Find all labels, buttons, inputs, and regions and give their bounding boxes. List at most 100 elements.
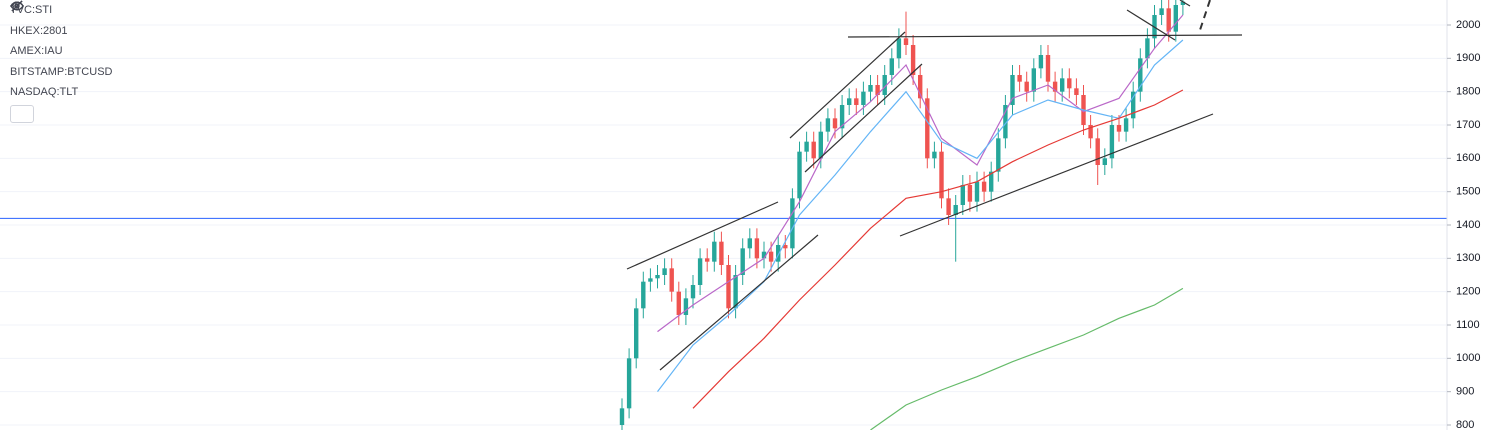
candle-body	[1123, 118, 1129, 132]
symbol-row[interactable]: TVC:STI	[10, 0, 112, 21]
candle-body	[1010, 75, 1015, 105]
symbol-name: HKEX:2801	[10, 24, 68, 37]
candle-body	[1060, 78, 1065, 92]
candle-body	[875, 85, 880, 95]
candle-body	[903, 38, 909, 45]
candle-body	[683, 298, 689, 315]
candle-body	[726, 265, 731, 309]
candle-body	[669, 268, 674, 292]
candle-body	[818, 131, 823, 159]
y-tick-label: 1800	[1456, 86, 1480, 98]
candle-body	[1017, 75, 1022, 82]
candle-body	[761, 251, 767, 259]
caret-icon	[11, 1, 19, 7]
trend-line	[659, 234, 819, 371]
candle-body	[953, 205, 958, 215]
candle-body	[1045, 55, 1051, 82]
candle-body	[662, 268, 667, 275]
candle-body	[811, 141, 816, 159]
candle-body	[960, 185, 965, 205]
candle-body	[1052, 81, 1058, 92]
candle-body	[1180, 1, 1186, 6]
candle-body	[1095, 138, 1100, 165]
candle-body	[882, 75, 887, 95]
y-tick-label: 1700	[1456, 119, 1480, 131]
symbol-row[interactable]: BITSTAMP:BTCUSD	[10, 0, 113, 83]
candle-body	[996, 138, 1001, 172]
symbol-name: NASDAQ:TLT	[10, 86, 79, 99]
candle-body	[1024, 81, 1029, 92]
candle-body	[932, 151, 937, 159]
grid	[0, 24, 1447, 426]
y-tick-label: 1000	[1456, 352, 1480, 364]
collapse-button[interactable]	[10, 1, 34, 123]
candle-body	[648, 278, 653, 282]
candle-body	[705, 258, 710, 262]
trend-line	[1179, 0, 1191, 7]
candle-body	[783, 245, 788, 249]
candle-body	[889, 58, 894, 75]
candle-body	[1159, 8, 1164, 15]
symbol-row[interactable]: HKEX:2801	[10, 0, 112, 42]
plot-area	[0, 0, 1447, 430]
candle-body	[719, 241, 724, 265]
trend-line	[804, 63, 923, 173]
candle-body	[754, 238, 760, 259]
candle-body	[832, 118, 838, 129]
candle-body	[641, 281, 646, 309]
candle-body	[910, 45, 916, 75]
symbol-name: AMEX:IAU	[10, 45, 63, 58]
indicator-line	[657, 14, 1184, 333]
candle-body	[946, 198, 951, 215]
y-tick-label: 800	[1456, 419, 1474, 430]
candle-body	[768, 251, 774, 262]
candle-body	[939, 151, 944, 199]
candle-body	[655, 275, 660, 279]
candle-body	[733, 275, 738, 309]
candle-body	[896, 38, 902, 59]
candle-body	[925, 98, 930, 159]
candle-body	[861, 91, 866, 105]
candle-body	[825, 118, 831, 132]
y-tick-label: 1400	[1456, 219, 1480, 231]
candle-body	[1173, 5, 1178, 32]
candle-body	[776, 245, 781, 262]
y-tick-label: 900	[1456, 386, 1474, 398]
symbol-name: BITSTAMP:BTCUSD	[10, 65, 113, 78]
trend-line	[899, 113, 1214, 237]
candle-body	[712, 241, 717, 262]
trend-line	[626, 201, 779, 270]
candle-body	[697, 258, 703, 285]
candle-body	[634, 308, 639, 359]
projection-line	[1199, 0, 1211, 31]
symbol-row[interactable]: NASDAQ:TLT	[10, 0, 112, 103]
candle-body	[1116, 125, 1122, 132]
symbol-legend: TVC:STI HKEX:2801 AMEX:IAU BITSTAMP:BTCUSD N…	[10, 0, 112, 123]
indicator-line	[657, 39, 1184, 393]
candle-body	[740, 248, 745, 275]
candle-body	[804, 141, 809, 152]
candle-body	[1145, 38, 1150, 59]
candle-body	[747, 238, 752, 249]
trend-line	[789, 31, 906, 139]
candle-body	[626, 358, 632, 409]
y-tick-label: 1200	[1456, 286, 1480, 298]
candle-body	[839, 105, 845, 129]
candle-body	[676, 291, 681, 315]
trend-lines	[626, 0, 1243, 371]
symbol-row[interactable]: AMEX:IAU	[10, 0, 112, 62]
candle-body	[981, 181, 987, 192]
candle-body	[1131, 91, 1136, 119]
candle-body	[967, 185, 973, 202]
indicator-line	[692, 89, 1184, 409]
trend-line	[847, 34, 1243, 38]
symbol-name: TVC:STI	[10, 4, 53, 17]
candle-body	[1088, 125, 1093, 139]
candle-body	[1109, 125, 1115, 159]
y-tick-label: 1900	[1456, 52, 1480, 64]
y-tick-label: 1500	[1456, 186, 1480, 198]
candle-body	[1038, 55, 1044, 69]
candle-body	[1138, 58, 1143, 92]
